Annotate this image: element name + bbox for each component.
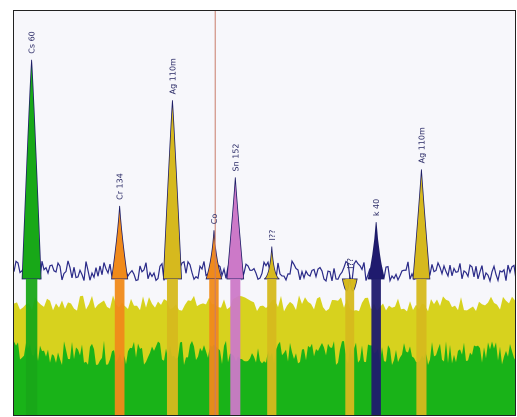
peak-7[interactable] — [367, 222, 385, 280]
spectrum-fills — [14, 259, 515, 415]
peak-tail-3 — [209, 278, 219, 415]
peak-tail-0 — [25, 278, 38, 415]
peak-0[interactable] — [21, 59, 42, 280]
peak-label-7: k 40 — [372, 199, 381, 216]
peak-label-3: Co — [210, 214, 219, 225]
peak-label-0: Cs 60 — [28, 31, 37, 53]
peak-tail-4 — [230, 278, 241, 415]
peak-label-8: Ag 110m — [417, 127, 426, 163]
peak-2[interactable] — [162, 100, 182, 280]
peak-label-2: Ag 110m — [168, 58, 177, 94]
peak-label-1: Cr 134 — [116, 173, 125, 200]
peak-8[interactable] — [412, 169, 431, 280]
peak-tail-8 — [416, 278, 427, 415]
peak-label-5: I?? — [268, 230, 277, 241]
peak-5[interactable] — [263, 246, 280, 280]
peak-label-layer: Cs 60 Cr 134 Ag 110m Co Sn 152 I?? I?? k 40 Ag 1… — [28, 31, 427, 269]
peak-3[interactable] — [205, 230, 223, 280]
peak-4[interactable] — [226, 177, 245, 280]
peak-tail-1 — [114, 278, 125, 415]
peak-tail-7 — [371, 278, 381, 415]
peak-label-4: Sn 152 — [231, 143, 240, 171]
peak-tail-5 — [267, 278, 277, 415]
peak-layer — [21, 59, 431, 415]
spectrum-plot-area[interactable]: Cs 60 Cr 134 Ag 110m Co Sn 152 I?? I?? k 40 Ag 1… — [13, 10, 516, 416]
spectrum-chart[interactable]: Cs 60 Cr 134 Ag 110m Co Sn 152 I?? I?? k 40 Ag 1… — [14, 11, 516, 416]
peak-tail-6 — [345, 278, 355, 415]
peak-tail-2 — [166, 278, 178, 415]
peak-label-6: I?? — [346, 258, 355, 269]
blue-spectrum-line — [14, 259, 515, 284]
green-spectrum-fill — [14, 340, 515, 415]
peak-1[interactable] — [111, 205, 129, 280]
